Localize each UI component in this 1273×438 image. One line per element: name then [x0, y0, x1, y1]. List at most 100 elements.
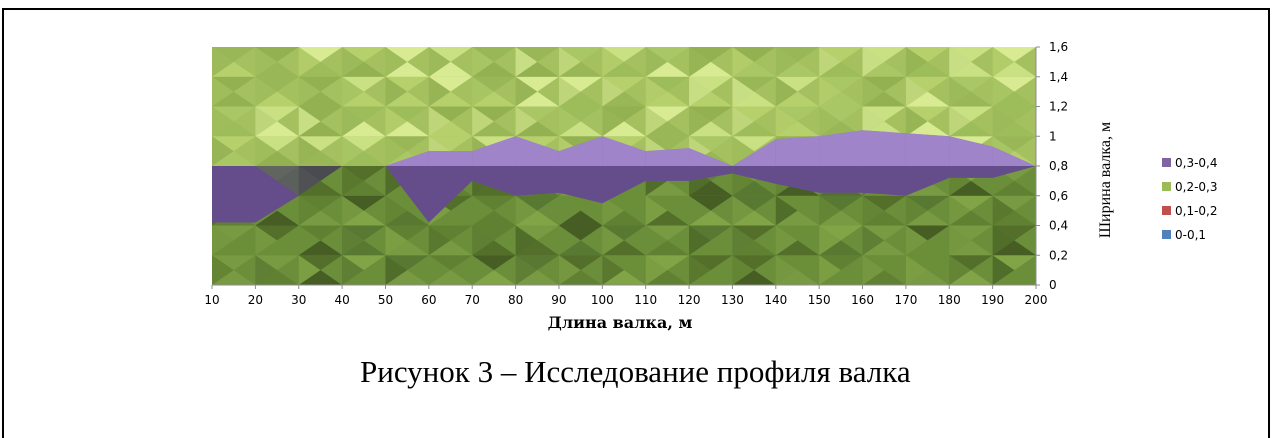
surface-facet	[732, 91, 776, 107]
surface-facet	[905, 270, 950, 285]
surface-facet	[428, 210, 473, 226]
surface-facet	[515, 47, 538, 77]
surface-facet	[775, 47, 798, 77]
surface-facet	[602, 76, 624, 107]
surface-facet	[689, 270, 733, 285]
surface-facet	[298, 76, 321, 107]
surface-facet	[775, 210, 820, 226]
surface-facet	[515, 210, 559, 226]
surface-facet	[732, 121, 776, 137]
surface-facet	[732, 255, 776, 271]
surface-facet	[298, 61, 343, 77]
surface-facet	[255, 106, 278, 137]
surface-facet	[212, 121, 256, 137]
series-0-facet	[428, 151, 473, 166]
surface-facet	[645, 255, 690, 271]
surface-facet	[645, 76, 690, 92]
surface-facet	[819, 195, 841, 226]
surface-facet	[385, 47, 408, 77]
x-tick-label: 50	[378, 293, 393, 307]
surface-facet	[645, 270, 690, 285]
surface-facet	[298, 210, 343, 226]
surface-facet	[515, 195, 538, 226]
series-0-facet	[645, 166, 690, 181]
surface-facet	[819, 106, 841, 137]
surface-facet	[212, 225, 256, 241]
y-tick-label: 1,4	[1049, 70, 1068, 84]
surface-facet	[212, 240, 256, 256]
series-0-facet	[992, 166, 1036, 178]
series-0-facet	[732, 139, 776, 166]
surface-facet	[255, 76, 299, 92]
surface-facet	[992, 255, 1015, 285]
surface-facet	[212, 225, 234, 256]
surface-facet	[385, 76, 408, 107]
surface-facet	[949, 106, 971, 137]
surface-facet	[949, 76, 971, 107]
surface-facet	[689, 47, 711, 77]
surface-facet	[949, 121, 993, 137]
surface-facet	[992, 240, 1036, 256]
surface-facet	[385, 240, 429, 256]
surface-facet	[992, 76, 1036, 92]
surface-facet	[558, 61, 603, 77]
surface-facet	[689, 180, 733, 196]
surface-facet	[775, 91, 820, 107]
surface-facet	[342, 240, 386, 256]
surface-facet	[862, 47, 885, 77]
legend-label: 0,3-0,4	[1175, 156, 1218, 170]
surface-facet	[558, 195, 581, 226]
surface-facet	[255, 210, 299, 226]
surface-facet	[775, 225, 820, 241]
surface-facet	[385, 255, 408, 285]
surface-facet	[949, 225, 993, 241]
surface-facet	[298, 106, 343, 122]
surface-facet	[298, 106, 321, 137]
x-tick-label: 60	[421, 293, 436, 307]
surface-facet	[645, 195, 668, 226]
surface-facet	[385, 61, 429, 77]
surface-facet	[645, 210, 690, 226]
surface-facet	[385, 106, 429, 122]
surface-facet	[255, 91, 299, 107]
surface-facet	[298, 136, 343, 152]
surface-facet	[558, 255, 581, 285]
series-0-facet	[905, 133, 950, 166]
surface-facet	[862, 225, 885, 256]
surface-facet	[775, 195, 798, 226]
surface-facet	[515, 76, 538, 107]
x-tick-label: 10	[204, 293, 219, 307]
surface-facet	[905, 255, 950, 271]
surface-facet	[428, 136, 473, 152]
surface-facet	[949, 195, 971, 226]
surface-facet	[992, 210, 1036, 226]
surface-facet	[255, 61, 299, 77]
legend-swatch	[1162, 182, 1171, 191]
series-0-facet	[819, 130, 863, 166]
surface-facet	[255, 225, 299, 241]
surface-facet	[775, 76, 798, 107]
surface-facet	[905, 225, 950, 241]
x-axis-label: Длина валка, м	[548, 313, 693, 332]
surface-facet	[862, 91, 906, 107]
surface-facet	[515, 270, 559, 285]
surface-facet	[645, 121, 690, 137]
series-0-facet	[732, 166, 776, 184]
surface-facet	[255, 76, 278, 107]
surface-facet	[949, 106, 993, 122]
series-0-facet	[472, 166, 516, 196]
surface-facet	[342, 91, 386, 107]
series-0-facet	[819, 166, 863, 193]
y-axis-label: Ширина валка, м	[1097, 122, 1114, 238]
surface-facet	[689, 76, 733, 92]
surface-facet	[905, 195, 950, 211]
surface-facet	[342, 225, 386, 241]
surface-facet	[905, 210, 950, 226]
surface-facet	[862, 255, 885, 285]
surface-facet	[602, 225, 646, 241]
series-0-facet	[689, 166, 733, 181]
surface-facet	[905, 195, 928, 226]
surface-facet	[255, 136, 299, 152]
series-0-facet	[905, 166, 950, 196]
surface-facet	[342, 136, 364, 166]
